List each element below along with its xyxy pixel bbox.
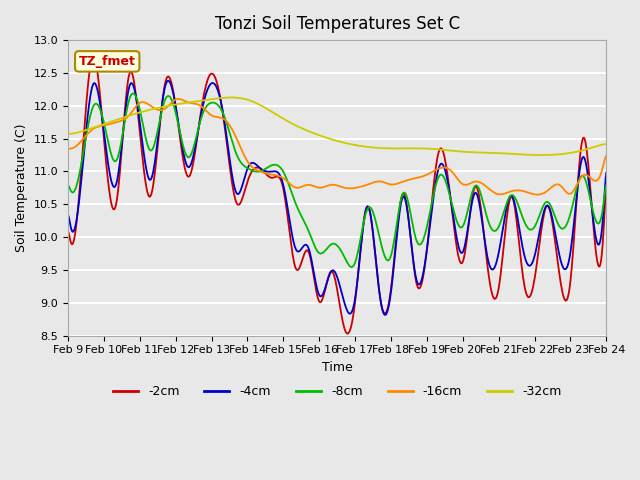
Line: -8cm: -8cm	[68, 94, 606, 267]
Line: -4cm: -4cm	[68, 81, 606, 315]
-16cm	[534, 192, 541, 197]
Line: -16cm: -16cm	[68, 99, 606, 194]
-4cm	[213, 85, 221, 91]
-16cm	[64, 146, 72, 152]
-2cm	[64, 228, 72, 234]
-32cm	[184, 100, 191, 106]
-2cm	[90, 52, 97, 58]
-16cm	[403, 177, 411, 183]
-4cm	[602, 170, 610, 176]
-2cm	[404, 211, 412, 216]
-32cm	[227, 95, 235, 100]
-8cm	[348, 264, 356, 270]
-16cm	[129, 107, 137, 113]
Legend: -2cm, -4cm, -8cm, -16cm, -32cm: -2cm, -4cm, -8cm, -16cm, -32cm	[108, 380, 566, 403]
-16cm	[602, 153, 610, 159]
-32cm	[538, 152, 546, 158]
-32cm	[403, 145, 411, 151]
-32cm	[74, 130, 82, 135]
-32cm	[64, 131, 72, 137]
-4cm	[164, 78, 172, 84]
-8cm	[404, 198, 412, 204]
-16cm	[74, 142, 82, 147]
-4cm	[420, 268, 428, 274]
-4cm	[185, 164, 193, 170]
-32cm	[212, 96, 220, 101]
-8cm	[420, 236, 428, 241]
-4cm	[381, 312, 389, 318]
-32cm	[602, 141, 610, 147]
-2cm	[344, 331, 351, 336]
Y-axis label: Soil Temperature (C): Soil Temperature (C)	[15, 124, 28, 252]
-2cm	[420, 271, 428, 277]
-2cm	[185, 174, 193, 180]
-32cm	[129, 111, 137, 117]
-16cm	[174, 96, 182, 102]
-8cm	[130, 91, 138, 96]
-16cm	[419, 173, 427, 179]
-8cm	[74, 179, 82, 184]
Title: Tonzi Soil Temperatures Set C: Tonzi Soil Temperatures Set C	[214, 15, 460, 33]
-8cm	[129, 91, 137, 96]
-16cm	[213, 114, 221, 120]
-4cm	[404, 212, 412, 217]
Line: -32cm: -32cm	[68, 97, 606, 155]
Text: TZ_fmet: TZ_fmet	[79, 55, 136, 68]
-2cm	[130, 78, 138, 84]
-16cm	[185, 100, 193, 106]
-2cm	[602, 183, 610, 189]
-8cm	[185, 155, 193, 160]
-8cm	[64, 182, 72, 188]
-32cm	[419, 145, 427, 151]
Line: -2cm: -2cm	[68, 55, 606, 334]
-4cm	[64, 212, 72, 217]
-8cm	[602, 182, 610, 188]
-4cm	[129, 83, 137, 88]
X-axis label: Time: Time	[322, 361, 353, 374]
-2cm	[74, 208, 82, 214]
-2cm	[213, 80, 221, 86]
-8cm	[213, 101, 221, 107]
-4cm	[74, 209, 82, 215]
